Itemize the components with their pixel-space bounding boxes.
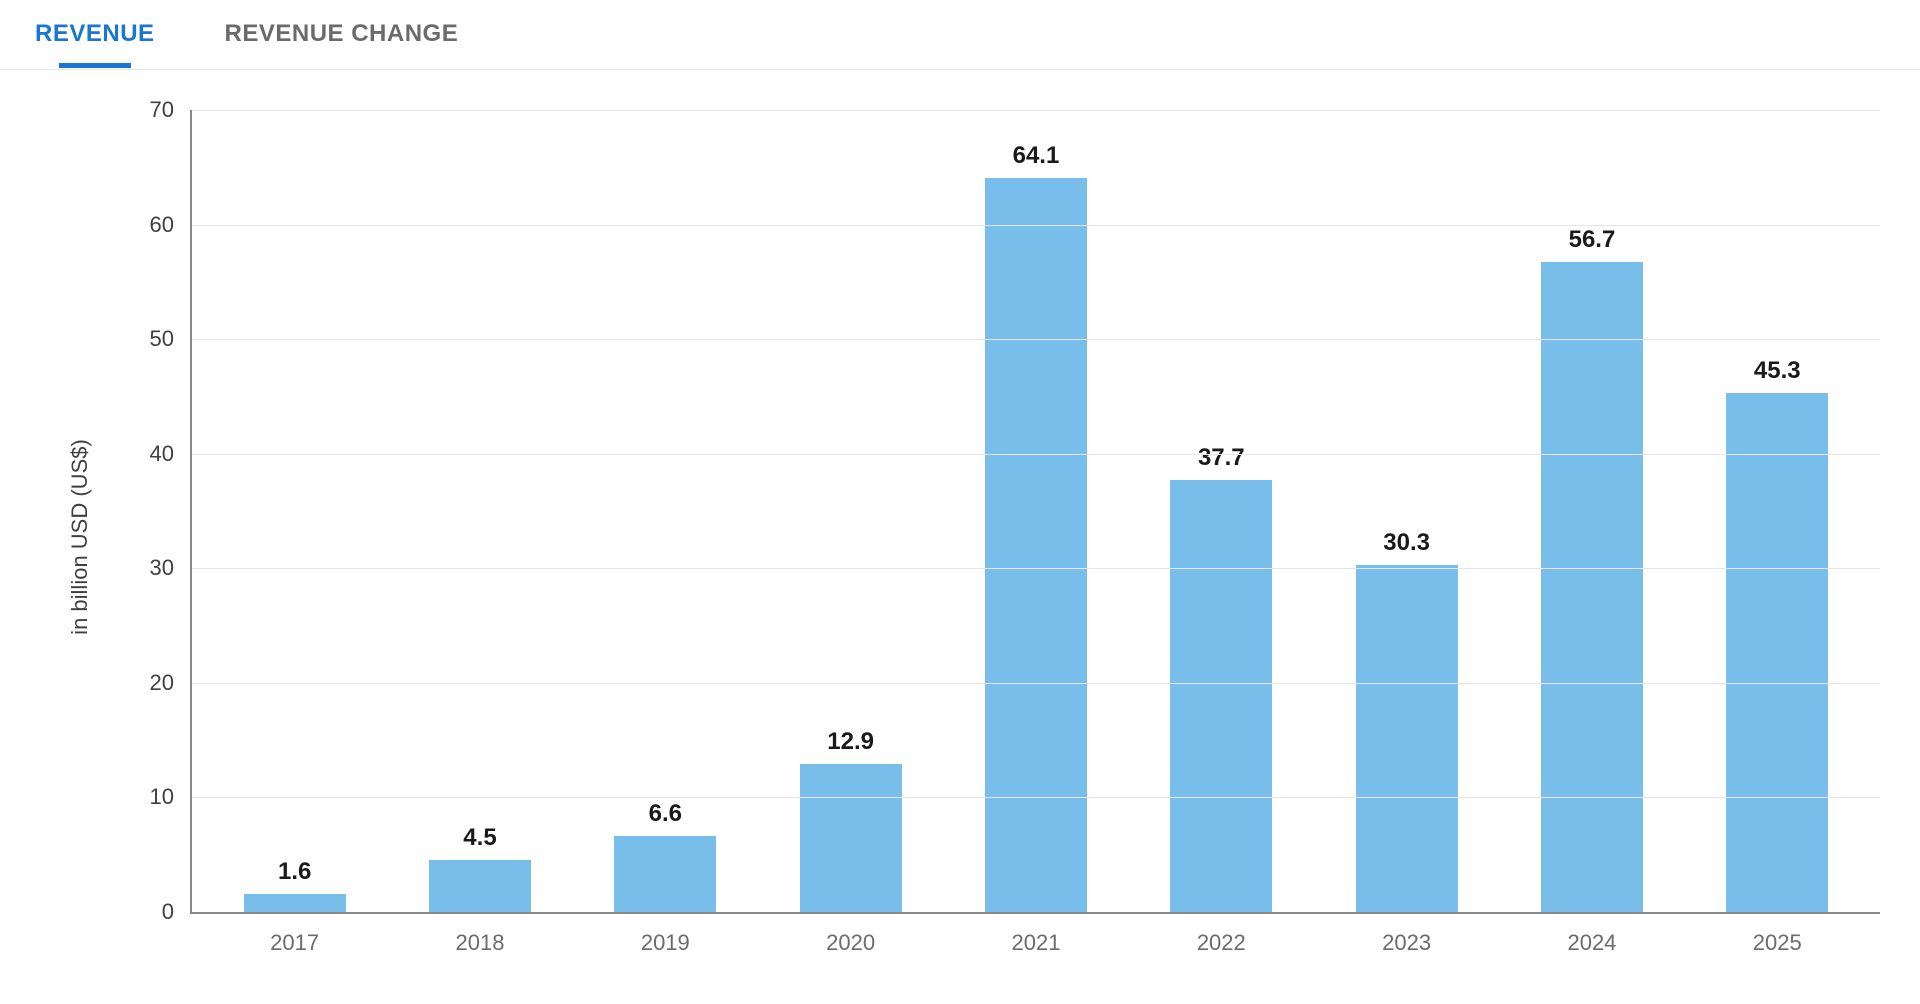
gridline (192, 683, 1880, 684)
xtick-label: 2025 (1753, 912, 1802, 956)
bar-slot: 6.62019 (573, 110, 758, 912)
bar[interactable] (244, 894, 346, 912)
bar[interactable] (429, 860, 531, 912)
bar-value-label: 1.6 (278, 858, 311, 886)
bar[interactable] (614, 836, 716, 912)
bar-value-label: 64.1 (1013, 142, 1060, 170)
bar-slot: 30.32023 (1314, 110, 1499, 912)
ytick-label: 10 (150, 784, 192, 810)
bars-group: 1.620174.520186.6201912.9202064.1202137.… (192, 110, 1880, 912)
bar-value-label: 30.3 (1383, 529, 1430, 557)
gridline (192, 454, 1880, 455)
xtick-label: 2018 (456, 912, 505, 956)
xtick-label: 2022 (1197, 912, 1246, 956)
bar-slot: 4.52018 (387, 110, 572, 912)
ytick-label: 0 (162, 899, 192, 925)
xtick-label: 2021 (1011, 912, 1060, 956)
plot-area: 1.620174.520186.6201912.9202064.1202137.… (190, 110, 1880, 914)
xtick-label: 2023 (1382, 912, 1431, 956)
ytick-label: 60 (150, 212, 192, 238)
tab-label: REVENUE CHANGE (225, 20, 459, 47)
ytick-label: 50 (150, 326, 192, 352)
tab-revenue-change[interactable]: REVENUE CHANGE (225, 20, 459, 66)
bar[interactable] (1170, 480, 1272, 912)
bar-value-label: 56.7 (1569, 226, 1616, 254)
revenue-bar-chart: in billion USD (US$) 1.620174.520186.620… (60, 100, 1890, 974)
bar-value-label: 37.7 (1198, 444, 1245, 472)
bar[interactable] (985, 178, 1087, 912)
xtick-label: 2017 (270, 912, 319, 956)
y-axis-label: in billion USD (US$) (67, 439, 93, 635)
bar[interactable] (800, 764, 902, 912)
gridline (192, 225, 1880, 226)
bar-slot: 1.62017 (202, 110, 387, 912)
tab-revenue[interactable]: REVENUE (35, 20, 155, 66)
gridline (192, 339, 1880, 340)
bar-value-label: 45.3 (1754, 357, 1801, 385)
bar-value-label: 6.6 (649, 800, 682, 828)
ytick-label: 30 (150, 555, 192, 581)
ytick-label: 20 (150, 670, 192, 696)
chart-container: in billion USD (US$) 1.620174.520186.620… (0, 70, 1920, 1004)
tab-label: REVENUE (35, 20, 155, 47)
xtick-label: 2019 (641, 912, 690, 956)
tabs-bar: REVENUE REVENUE CHANGE (0, 0, 1920, 70)
gridline (192, 568, 1880, 569)
bar-slot: 12.92020 (758, 110, 943, 912)
bar-slot: 64.12021 (943, 110, 1128, 912)
bar-slot: 37.72022 (1129, 110, 1314, 912)
bar[interactable] (1726, 393, 1828, 912)
xtick-label: 2020 (826, 912, 875, 956)
ytick-label: 40 (150, 441, 192, 467)
bar[interactable] (1356, 565, 1458, 912)
xtick-label: 2024 (1567, 912, 1616, 956)
gridline (192, 797, 1880, 798)
bar[interactable] (1541, 262, 1643, 912)
bar-slot: 45.32025 (1685, 110, 1870, 912)
bar-value-label: 12.9 (827, 728, 874, 756)
bar-slot: 56.72024 (1499, 110, 1684, 912)
bar-value-label: 4.5 (463, 824, 496, 852)
ytick-label: 70 (150, 97, 192, 123)
gridline (192, 110, 1880, 111)
